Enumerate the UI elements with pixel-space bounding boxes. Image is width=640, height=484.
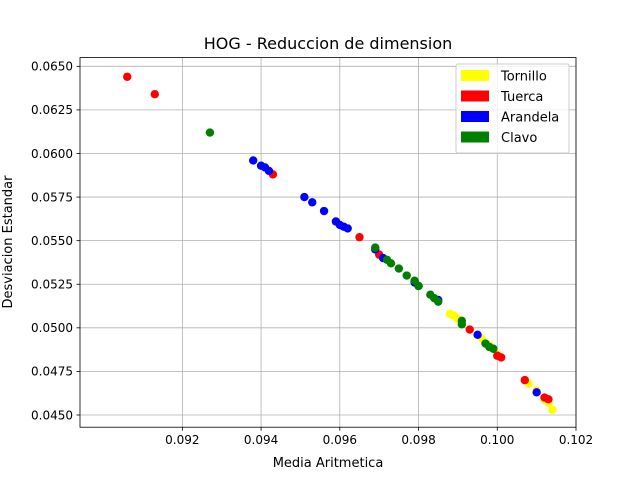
data-point [386,259,396,268]
data-point [319,206,329,216]
x-tick-label: 0.098 [401,433,435,447]
legend-label: Tuerca [500,90,543,105]
data-point [457,320,467,329]
legend-swatch [461,131,489,143]
data-point [150,90,159,99]
x-tick-label: 0.094 [244,433,278,447]
data-point [520,375,530,385]
data-point [473,330,482,339]
y-tick-label: 0.0625 [31,103,73,117]
data-point [544,395,553,404]
y-tick-label: 0.0500 [31,321,73,335]
data-point [249,156,258,165]
data-point [532,388,541,397]
data-point [548,405,557,414]
data-point [497,353,506,362]
y-tick-label: 0.0600 [31,147,73,161]
x-tick-label: 0.092 [165,433,199,447]
y-tick-label: 0.0575 [31,190,73,204]
y-tick-label: 0.0475 [31,365,73,379]
data-point [205,128,215,137]
data-point [371,243,380,252]
data-point [465,325,474,334]
data-points [123,72,557,414]
legend-label: Clavo [501,131,537,146]
chart-title: HOG - Reduccion de dimension [204,34,453,53]
y-axis-ticks: 0.0450 0.0475 0.0500 0.0525 0.0550 0.0575 0.06… [31,60,80,422]
y-tick-label: 0.0650 [31,60,73,74]
data-point [414,281,423,291]
data-point [300,192,309,202]
x-axis-label: Media Aritmetica [273,456,384,471]
data-point [343,224,352,233]
y-tick-label: 0.0525 [31,278,73,292]
data-point [394,264,404,273]
series-clavo [205,128,498,353]
data-point [264,166,274,176]
plot-frame [79,57,577,428]
x-tick-label: 0.102 [559,433,593,447]
legend-swatch [461,70,489,81]
data-point [489,344,498,353]
legend-label: Tornillo [500,69,547,84]
legend-frame [455,63,570,154]
legend-label: Arandela [501,110,559,125]
y-tick-label: 0.0550 [31,234,73,248]
legend-swatch [461,111,489,122]
legend-swatch [461,90,489,102]
data-point [402,271,411,280]
legend: Tornillo Tuerca Arandela Clavo [455,63,570,154]
data-point [123,72,132,81]
x-axis-ticks: 0.092 0.094 0.096 0.098 0.100 0.102 [165,427,593,447]
data-point [308,198,317,207]
x-tick-label: 0.100 [480,433,514,447]
x-tick-label: 0.096 [323,433,357,447]
data-point [434,297,443,306]
y-axis-label: Desviacion Estandar [1,175,16,309]
y-tick-label: 0.0450 [31,408,73,422]
data-point [355,232,364,242]
